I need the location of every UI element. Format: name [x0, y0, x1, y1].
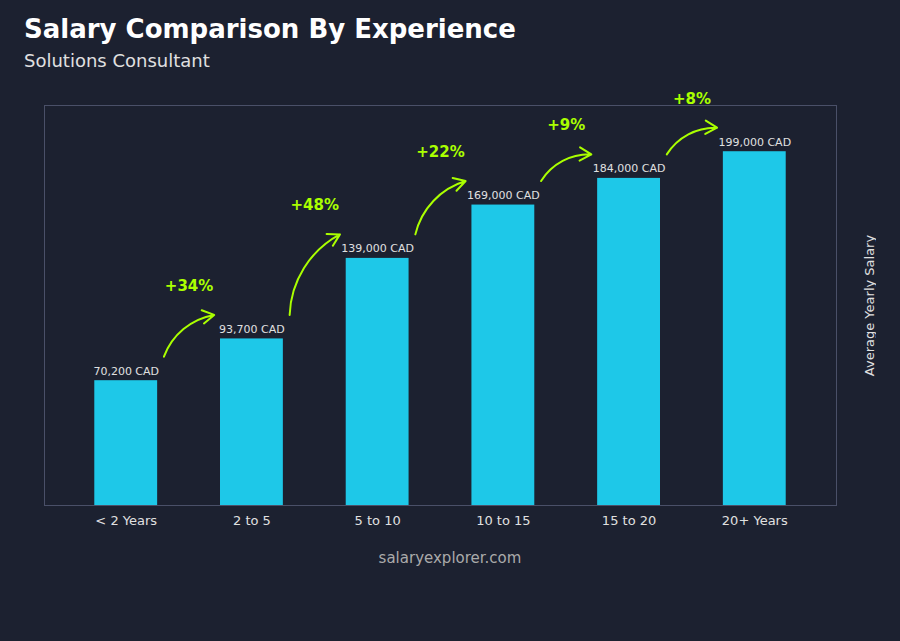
svg-text:70,200 CAD: 70,200 CAD — [93, 365, 159, 378]
svg-text:+8%: +8% — [673, 90, 711, 108]
svg-text:199,000 CAD: 199,000 CAD — [718, 136, 791, 149]
svg-text:2 to 5: 2 to 5 — [233, 513, 271, 528]
svg-text:169,000 CAD: 169,000 CAD — [467, 189, 540, 202]
svg-text:139,000 CAD: 139,000 CAD — [341, 242, 414, 255]
svg-text:93,700 CAD: 93,700 CAD — [219, 323, 285, 336]
svg-text:+34%: +34% — [165, 277, 213, 295]
svg-text:+9%: +9% — [547, 116, 585, 134]
svg-text:15 to 20: 15 to 20 — [602, 513, 656, 528]
svg-text:< 2 Years: < 2 Years — [95, 513, 157, 528]
html-text:salaryexplorer.com: salaryexplorer.com — [378, 549, 522, 567]
html-text:Solutions Consultant: Solutions Consultant — [24, 50, 210, 71]
svg-text:+22%: +22% — [416, 143, 464, 161]
svg-text:+48%: +48% — [291, 196, 339, 214]
svg-text:10 to 15: 10 to 15 — [476, 513, 530, 528]
svg-text:5 to 10: 5 to 10 — [355, 513, 401, 528]
svg-text:184,000 CAD: 184,000 CAD — [593, 162, 666, 175]
svg-text:Average Yearly Salary: Average Yearly Salary — [862, 235, 877, 377]
html-text:Salary Comparison By Experienc: Salary Comparison By Experience — [24, 14, 516, 44]
svg-text:20+ Years: 20+ Years — [722, 513, 788, 528]
